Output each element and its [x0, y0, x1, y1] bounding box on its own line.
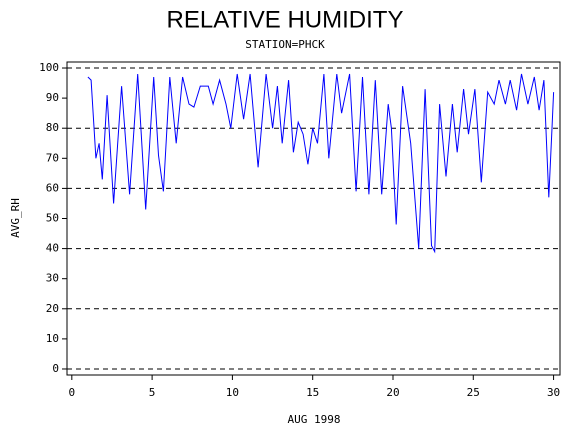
x-tick-label: 10 [226, 386, 239, 399]
x-axis-label: AUG 1998 [288, 413, 341, 426]
y-tick-label: 90 [46, 91, 59, 104]
x-tick-label: 20 [386, 386, 399, 399]
chart-subtitle: STATION=PHCK [245, 38, 325, 51]
y-tick-label: 60 [46, 181, 59, 194]
x-tick-label: 0 [69, 386, 76, 399]
y-tick-label: 10 [46, 332, 59, 345]
y-tick-label: 0 [52, 362, 59, 375]
y-axis-label: AVG_RH [9, 198, 22, 238]
data-line [87, 73, 555, 254]
y-tick-label: 40 [46, 242, 59, 255]
y-tick-label: 100 [39, 61, 59, 74]
x-tick-label: 5 [149, 386, 156, 399]
y-tick-label: 80 [46, 121, 59, 134]
chart-title: RELATIVE HUMIDITY [167, 6, 404, 33]
x-tick-label: 15 [306, 386, 319, 399]
y-tick-label: 30 [46, 272, 59, 285]
x-tick-label: 30 [547, 386, 560, 399]
x-tick-label: 25 [467, 386, 480, 399]
y-tick-label: 20 [46, 302, 59, 315]
y-tick-label: 70 [46, 151, 59, 164]
y-tick-label: 50 [46, 212, 59, 225]
